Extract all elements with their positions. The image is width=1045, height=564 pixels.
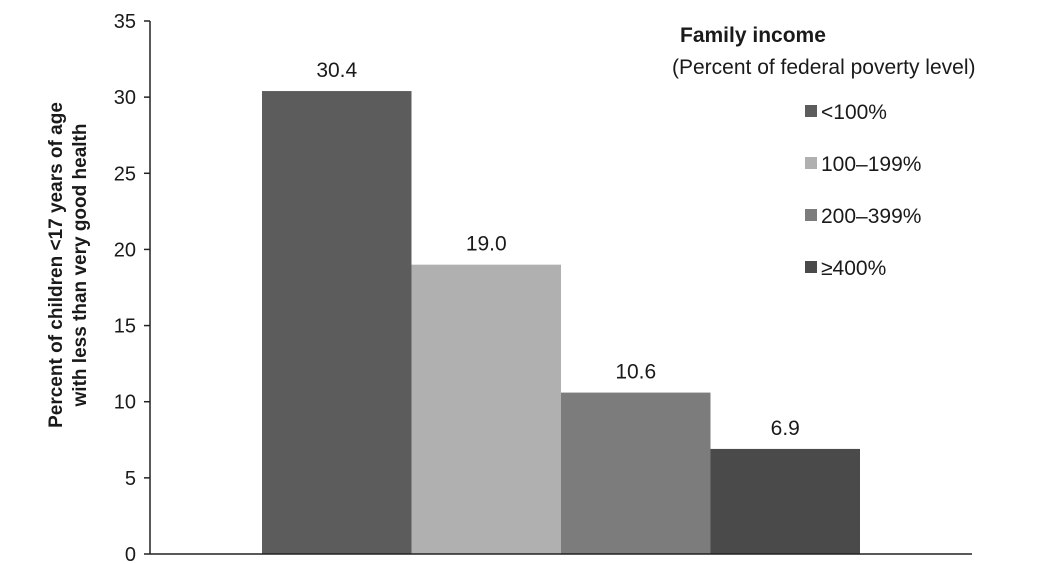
legend-items: <100% 100–199% 200–399% ≥400% <box>805 101 921 280</box>
data-label: 10.6 <box>615 361 656 384</box>
y-tick-label: 15 <box>114 316 136 338</box>
bars <box>262 91 860 555</box>
legend-item-label: <100% <box>821 101 887 124</box>
legend-subtitle: (Percent of federal poverty level) <box>672 56 975 79</box>
legend-title: Family income <box>680 24 826 47</box>
y-axis-label: Percent of children <17 years of age wit… <box>46 102 91 428</box>
legend-swatch <box>805 157 817 169</box>
legend-swatch <box>805 261 817 273</box>
y-tick-label: 0 <box>125 544 136 564</box>
legend-item-label: ≥400% <box>821 257 886 280</box>
legend-swatch <box>805 209 817 221</box>
y-axis-label-line-2: with less than very good health <box>70 124 91 408</box>
bar <box>710 448 860 554</box>
legend-item-label: 100–199% <box>821 153 921 176</box>
y-axis-label-line-1: Percent of children <17 years of age <box>46 102 67 428</box>
y-tick-label: 30 <box>114 87 136 109</box>
y-tick-label: 5 <box>125 468 136 490</box>
y-tick-label: 25 <box>114 163 136 185</box>
data-label: 30.4 <box>316 59 357 82</box>
legend-item-label: 200–399% <box>821 205 921 228</box>
y-tick-label: 35 <box>114 11 136 33</box>
legend-swatch <box>805 105 817 117</box>
data-label: 19.0 <box>466 233 507 256</box>
legend: Family income (Percent of federal povert… <box>672 24 975 280</box>
bar <box>411 264 561 554</box>
y-tick-label: 20 <box>114 239 136 261</box>
data-labels: 30.4 19.0 10.6 6.9 <box>316 59 800 440</box>
bar <box>561 392 711 554</box>
data-label: 6.9 <box>771 417 800 440</box>
y-axis-ticks: 0 5 10 15 20 25 30 35 <box>114 11 150 564</box>
y-tick-label: 10 <box>114 392 136 414</box>
bar <box>262 91 412 555</box>
